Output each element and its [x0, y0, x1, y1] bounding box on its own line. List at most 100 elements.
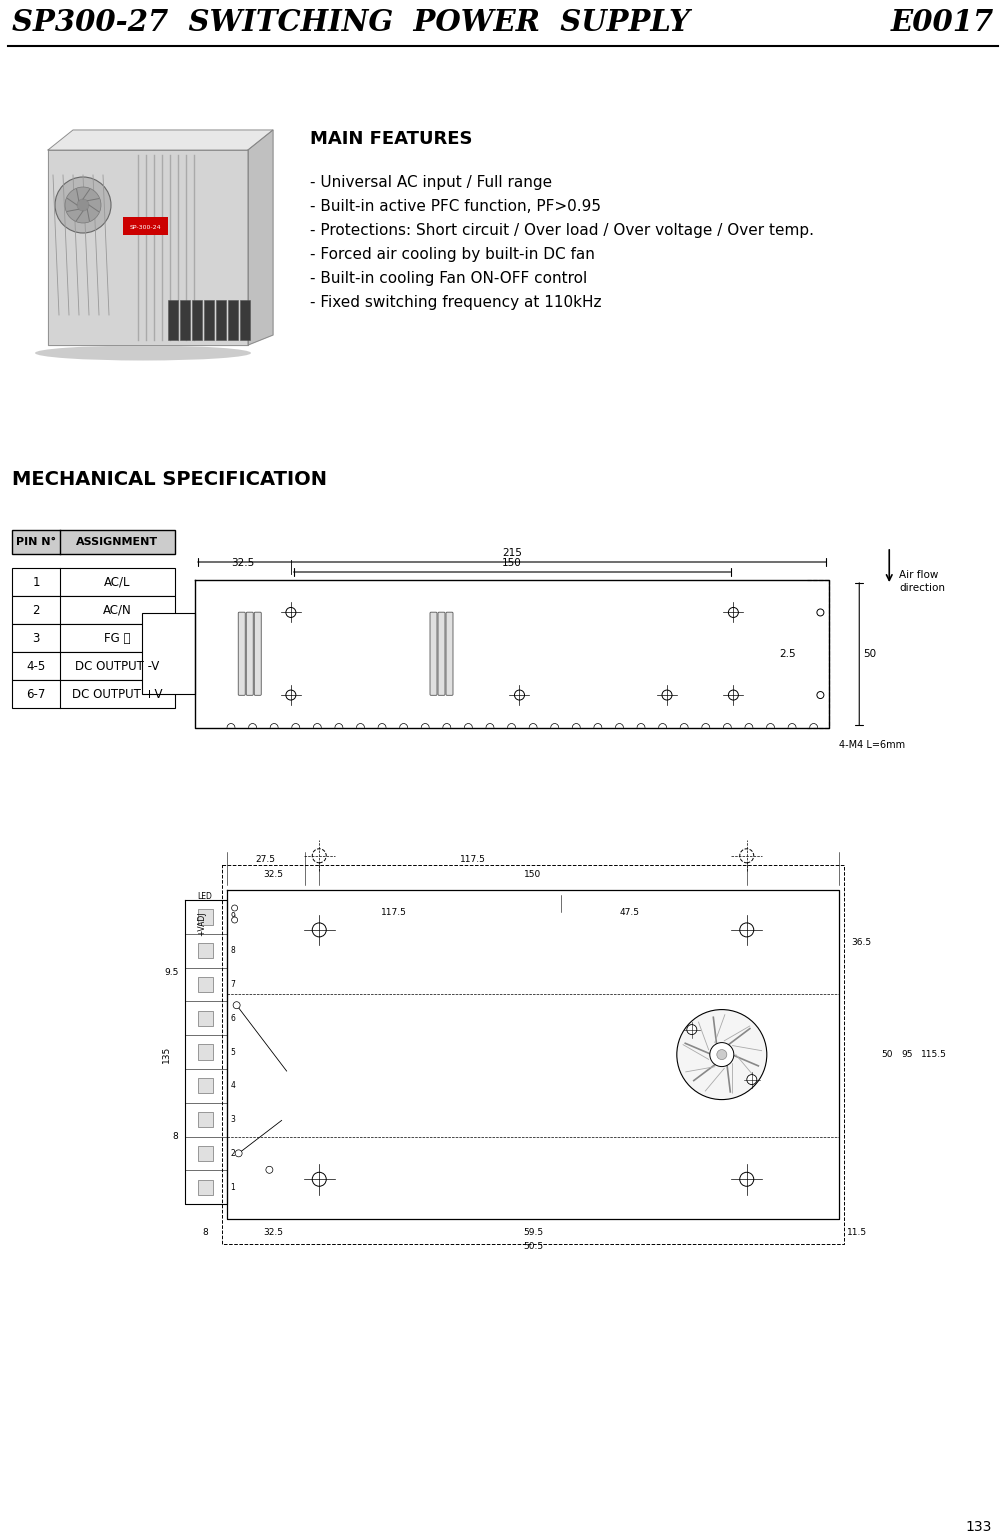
Text: 133: 133 [966, 1520, 992, 1531]
Text: 9: 9 [230, 912, 235, 922]
Circle shape [266, 1167, 273, 1173]
FancyBboxPatch shape [255, 612, 262, 695]
Text: ASSIGNMENT: ASSIGNMENT [76, 537, 159, 547]
Circle shape [739, 848, 753, 863]
Polygon shape [248, 130, 273, 344]
Text: 50: 50 [881, 1050, 893, 1059]
Text: 8: 8 [173, 1133, 179, 1142]
Circle shape [235, 1150, 242, 1157]
Text: 32.5: 32.5 [231, 557, 255, 568]
Bar [12, 530, 175, 554]
Text: AC/L: AC/L [105, 576, 131, 588]
Text: SP300-27  SWITCHING  POWER  SUPPLY: SP300-27 SWITCHING POWER SUPPLY [12, 8, 690, 37]
Circle shape [233, 1001, 240, 1009]
Circle shape [312, 848, 326, 863]
Circle shape [231, 905, 237, 911]
Text: - Built-in cooling Fan ON-OFF control: - Built-in cooling Fan ON-OFF control [310, 271, 588, 286]
Text: - Protections: Short circuit / Over load / Over voltage / Over temp.: - Protections: Short circuit / Over load… [310, 224, 814, 237]
Circle shape [77, 199, 89, 211]
Bar [198, 977, 213, 992]
Text: SP-300-24: SP-300-24 [129, 225, 161, 230]
Text: 6-7: 6-7 [26, 687, 45, 701]
Circle shape [717, 1050, 726, 1059]
Circle shape [677, 1009, 767, 1099]
Text: 2.5: 2.5 [780, 649, 797, 658]
Circle shape [817, 692, 824, 698]
Text: PIN N°: PIN N° [16, 537, 56, 547]
Text: Air flow
direction: Air flow direction [899, 570, 946, 592]
Text: 50.5: 50.5 [523, 1242, 543, 1251]
Text: 2: 2 [32, 603, 40, 617]
Text: MAIN FEATURES: MAIN FEATURES [310, 130, 473, 149]
Text: 9.5: 9.5 [164, 968, 179, 977]
Circle shape [739, 1173, 753, 1187]
Text: 117.5: 117.5 [460, 854, 485, 863]
Text: MECHANICAL SPECIFICATION: MECHANICAL SPECIFICATION [12, 470, 327, 488]
Text: FG ⏚: FG ⏚ [105, 631, 131, 645]
Text: 59.5: 59.5 [523, 1228, 543, 1237]
Bar [240, 300, 250, 340]
Circle shape [746, 1075, 757, 1084]
Text: 8: 8 [203, 1228, 208, 1237]
Text: 11.5: 11.5 [847, 1228, 867, 1237]
FancyBboxPatch shape [430, 612, 437, 695]
Bar [123, 217, 168, 234]
Polygon shape [48, 150, 248, 344]
Text: E0017: E0017 [890, 8, 994, 37]
Circle shape [55, 178, 111, 233]
Text: 2: 2 [230, 1148, 235, 1157]
Bar [12, 625, 175, 652]
FancyBboxPatch shape [446, 612, 453, 695]
Text: 150: 150 [502, 557, 522, 568]
Text: - Fixed switching frequency at 110kHz: - Fixed switching frequency at 110kHz [310, 295, 602, 309]
Text: - Universal AC input / Full range: - Universal AC input / Full range [310, 175, 552, 190]
Circle shape [514, 690, 524, 700]
Circle shape [728, 608, 738, 617]
Polygon shape [48, 130, 273, 150]
Text: 27.5: 27.5 [256, 854, 276, 863]
Text: 32.5: 32.5 [263, 870, 283, 879]
Text: 47.5: 47.5 [619, 908, 639, 917]
Bar [216, 300, 226, 340]
Text: - Forced air cooling by built-in DC fan: - Forced air cooling by built-in DC fan [310, 246, 595, 262]
Circle shape [817, 609, 824, 615]
FancyBboxPatch shape [246, 612, 254, 695]
Text: 7: 7 [230, 980, 235, 989]
Bar [12, 652, 175, 680]
Bar [198, 943, 213, 958]
Text: 4-M4 L=6mm: 4-M4 L=6mm [839, 739, 905, 750]
Bar [204, 300, 214, 340]
Circle shape [728, 690, 738, 700]
Text: 1: 1 [32, 576, 40, 588]
Ellipse shape [35, 346, 252, 360]
Text: +VADJ: +VADJ [197, 912, 206, 937]
Bar [198, 1010, 213, 1026]
Circle shape [65, 187, 101, 224]
Circle shape [739, 923, 753, 937]
Bar [198, 1145, 213, 1160]
Text: LED: LED [197, 893, 212, 902]
Bar [198, 1044, 213, 1059]
Text: 215: 215 [502, 548, 522, 557]
Text: 36.5: 36.5 [851, 937, 871, 946]
Bar [192, 300, 202, 340]
Circle shape [662, 690, 672, 700]
Text: 150: 150 [524, 870, 541, 879]
Text: 1: 1 [230, 1183, 235, 1191]
Text: DC OUTPUT +V: DC OUTPUT +V [72, 687, 163, 701]
Text: 3: 3 [230, 1115, 235, 1124]
Bar [198, 1112, 213, 1127]
Text: 4: 4 [230, 1081, 235, 1090]
Circle shape [312, 1173, 326, 1187]
Text: 6: 6 [230, 1014, 235, 1023]
Circle shape [286, 690, 296, 700]
Circle shape [286, 608, 296, 617]
Text: 8: 8 [230, 946, 235, 955]
Circle shape [312, 923, 326, 937]
Text: AC/N: AC/N [104, 603, 132, 617]
Bar [168, 300, 178, 340]
Circle shape [231, 917, 237, 923]
Bar [142, 614, 195, 695]
Text: 3: 3 [32, 631, 39, 645]
Text: 95: 95 [901, 1050, 912, 1059]
